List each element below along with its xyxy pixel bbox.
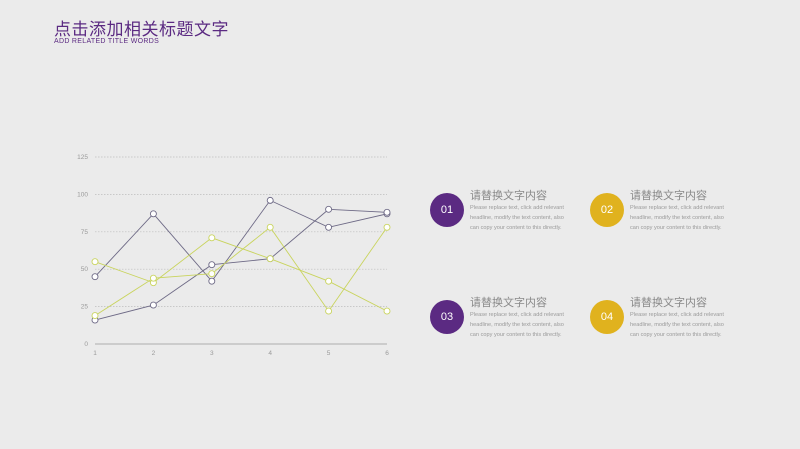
slide-title: 点击添加相关标题文字	[54, 20, 229, 40]
item-number: 01	[440, 204, 454, 216]
series-2-point	[325, 205, 333, 213]
info-item-01: 01 请替换文字内容 Please replace text, click ad…	[430, 189, 620, 249]
x-tick-label: 5	[327, 350, 331, 357]
series-line-4	[94, 226, 388, 316]
series-3-point	[91, 258, 99, 266]
series-1-point	[149, 210, 157, 218]
x-tick-label: 6	[385, 350, 389, 357]
series-line-2	[94, 208, 388, 321]
x-tick-label: 2	[152, 350, 156, 357]
info-item-04: 04 请替换文字内容 Please replace text, click ad…	[590, 296, 780, 356]
series-3-point	[383, 307, 391, 315]
item-heading: 请替换文字内容	[630, 189, 707, 202]
item-number: 03	[440, 311, 454, 323]
x-tick-label: 3	[210, 350, 214, 357]
y-tick-label: 25	[81, 304, 89, 311]
series-4-point	[149, 274, 157, 282]
series-4-point	[208, 270, 216, 278]
y-tick-label: 125	[77, 154, 88, 161]
item-body: Please replace text, click add relevant …	[470, 205, 564, 231]
series-3-point	[266, 255, 274, 263]
number-badge: 03	[430, 300, 464, 334]
series-3-point	[325, 277, 333, 285]
y-tick-label: 50	[81, 266, 89, 273]
number-badge: 01	[430, 193, 464, 227]
number-badge: 02	[590, 193, 624, 227]
item-heading: 请替换文字内容	[630, 296, 707, 309]
info-item-03: 03 请替换文字内容 Please replace text, click ad…	[430, 296, 620, 356]
series-4-point	[266, 223, 274, 231]
series-4-point	[325, 307, 333, 315]
series-1-point	[91, 273, 99, 281]
y-tick-label: 75	[81, 229, 89, 236]
series-3-point	[208, 234, 216, 242]
series-line-3	[94, 237, 388, 312]
number-badge: 04	[590, 300, 624, 334]
y-tick-label: 0	[84, 341, 88, 348]
y-tick-label: 100	[77, 191, 88, 198]
series-1-point	[208, 277, 216, 285]
item-heading: 请替换文字内容	[470, 189, 547, 202]
info-item-02: 02 请替换文字内容 Please replace text, click ad…	[590, 189, 780, 249]
series-line-1	[94, 199, 388, 282]
item-number: 04	[600, 311, 614, 323]
series-2-point	[149, 301, 157, 309]
series-2-point	[208, 261, 216, 269]
series-4-point	[91, 312, 99, 320]
series-2-point	[383, 208, 391, 216]
item-body: Please replace text, click add relevant …	[630, 205, 724, 231]
slide-subtitle: ADD RELATED TITLE WORDS	[54, 38, 160, 45]
series-1-point	[325, 223, 333, 231]
series-1-point	[266, 196, 274, 204]
item-body: Please replace text, click add relevant …	[470, 312, 564, 338]
series-4-point	[383, 223, 391, 231]
item-number: 02	[600, 204, 614, 216]
item-body: Please replace text, click add relevant …	[630, 312, 724, 338]
item-heading: 请替换文字内容	[470, 296, 547, 309]
x-tick-label: 1	[93, 350, 97, 357]
x-tick-label: 4	[268, 350, 272, 357]
